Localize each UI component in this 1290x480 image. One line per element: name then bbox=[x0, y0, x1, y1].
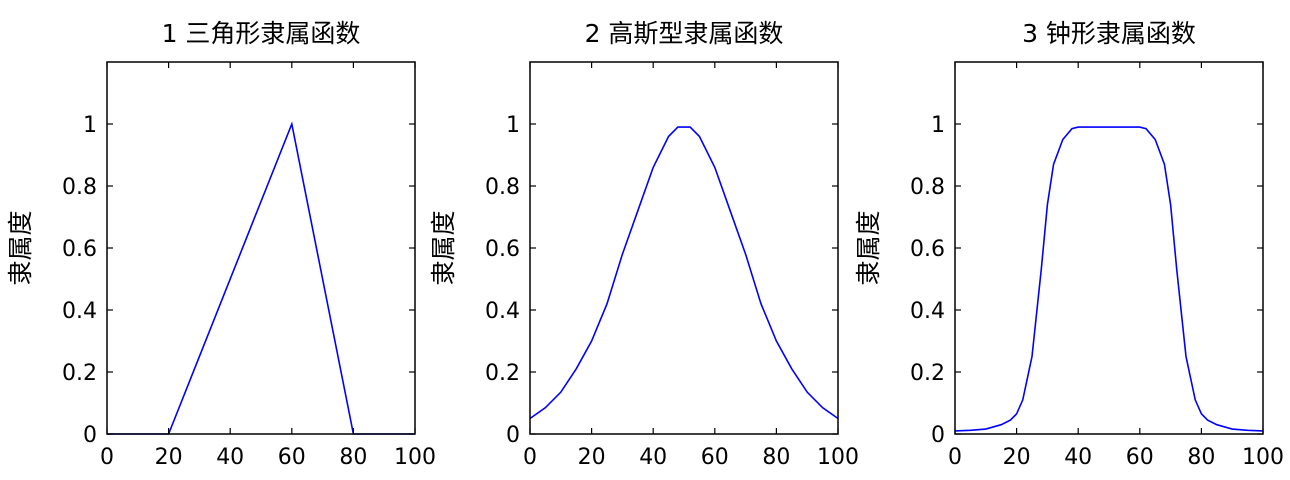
chart-3-y-axis-label: 隶属度 bbox=[854, 210, 883, 285]
chart-3-y-tick-label: 0.6 bbox=[910, 237, 945, 262]
chart-3-y-tick-label: 0.8 bbox=[910, 175, 945, 200]
chart-2-x-tick-label: 20 bbox=[578, 445, 606, 470]
chart-3-y-tick-label: 0.4 bbox=[910, 299, 945, 324]
chart-3-x-tick-label: 100 bbox=[1242, 445, 1284, 470]
chart-3-series-line bbox=[954, 126, 1264, 432]
chart-3-x-tick-label: 0 bbox=[948, 445, 962, 470]
chart-3-title: 3 钟形隶属函数 bbox=[1022, 19, 1196, 48]
chart-1-y-tick-label: 1 bbox=[83, 113, 97, 138]
chart-1-y-tick-label: 0.8 bbox=[62, 175, 97, 200]
chart-3-y-tick-label: 0.2 bbox=[910, 361, 945, 386]
chart-1-axes-frame bbox=[106, 61, 416, 435]
chart-2-x-tick-label: 100 bbox=[817, 445, 859, 470]
chart-1-y-tick-label: 0.2 bbox=[62, 361, 97, 386]
chart-2-series-line bbox=[529, 126, 839, 420]
chart-1-y-tick-label: 0 bbox=[83, 423, 97, 448]
chart-2-x-tick-label: 40 bbox=[639, 445, 667, 470]
chart-2-x-tick-label: 60 bbox=[701, 445, 729, 470]
chart-1-x-tick-label: 0 bbox=[100, 445, 114, 470]
chart-3-y-tick-label: 1 bbox=[931, 113, 945, 138]
chart-2-y-tick-label: 0 bbox=[506, 423, 520, 448]
chart-1-series-line bbox=[107, 121, 415, 435]
chart-2-y-axis-label: 隶属度 bbox=[429, 210, 458, 285]
chart-2-axes-frame bbox=[529, 61, 839, 435]
chart-2-y-tick-label: 0.4 bbox=[485, 299, 520, 324]
chart-3-x-tick-label: 40 bbox=[1064, 445, 1092, 470]
chart-2-x-tick-label: 0 bbox=[523, 445, 537, 470]
chart-3-x-tick-label: 60 bbox=[1126, 445, 1154, 470]
chart-2-y-tick-label: 0.6 bbox=[485, 237, 520, 262]
chart-2-y-tick-label: 0.2 bbox=[485, 361, 520, 386]
chart-1-x-tick-label: 60 bbox=[278, 445, 306, 470]
chart-2-title: 2 高斯型隶属函数 bbox=[585, 19, 784, 48]
chart-1-x-tick-label: 80 bbox=[339, 445, 367, 470]
chart-3-x-tick-label: 20 bbox=[1003, 445, 1031, 470]
chart-1-title: 1 三角形隶属函数 bbox=[162, 19, 361, 48]
chart-1-y-tick-label: 0.6 bbox=[62, 237, 97, 262]
chart-2-x-tick-label: 80 bbox=[762, 445, 790, 470]
chart-1-x-tick-label: 100 bbox=[394, 445, 436, 470]
chart-3-axes-frame bbox=[954, 61, 1264, 435]
chart-1-x-tick-label: 40 bbox=[216, 445, 244, 470]
chart-1-y-tick-label: 0.4 bbox=[62, 299, 97, 324]
chart-3-x-tick-label: 80 bbox=[1187, 445, 1215, 470]
chart-1-x-tick-label: 20 bbox=[155, 445, 183, 470]
chart-3-y-tick-label: 0 bbox=[931, 423, 945, 448]
chart-1-y-axis-label: 隶属度 bbox=[6, 210, 35, 285]
chart-2-y-tick-label: 0.8 bbox=[485, 175, 520, 200]
chart-2-y-tick-label: 1 bbox=[506, 113, 520, 138]
